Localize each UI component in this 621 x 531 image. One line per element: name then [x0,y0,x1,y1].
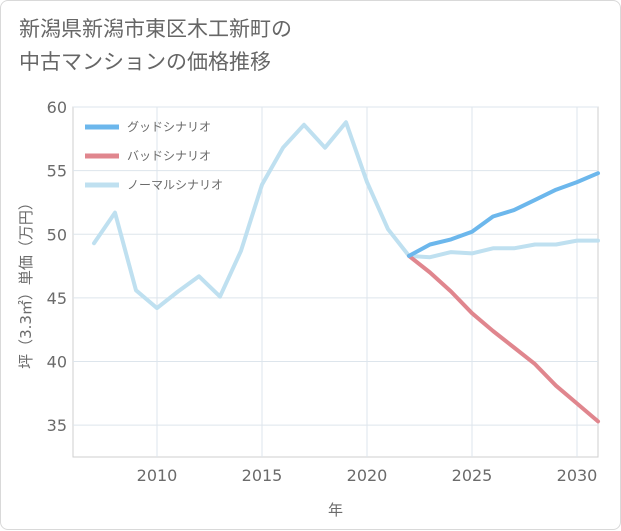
y-axis-title: 坪（3.3㎡）単価（万円） [17,195,35,369]
legend-label: グッドシナリオ [127,120,211,134]
y-tick-label: 45 [47,289,67,308]
y-tick-label: 55 [47,162,67,181]
series-line [92,120,600,311]
x-tick-label: 2015 [242,466,283,485]
series-line [407,253,600,424]
y-tick-label: 40 [47,353,67,372]
x-tick-label: 2020 [347,466,388,485]
x-tick-label: 2010 [137,466,178,485]
series-line [407,171,600,258]
chart-title: 新潟県新潟市東区木工新町の 中古マンションの価格推移 [19,17,292,74]
plot-area [72,106,599,458]
x-tick-label: 2025 [452,466,493,485]
y-tick-label: 50 [47,225,67,244]
y-tick-label: 60 [47,98,67,117]
x-tick-label: 2030 [557,466,598,485]
y-tick-label: 35 [47,416,67,435]
x-axis-title: 年 [328,501,343,519]
legend-label: バッドシナリオ [127,149,211,163]
legend-label: ノーマルシナリオ [127,178,223,192]
